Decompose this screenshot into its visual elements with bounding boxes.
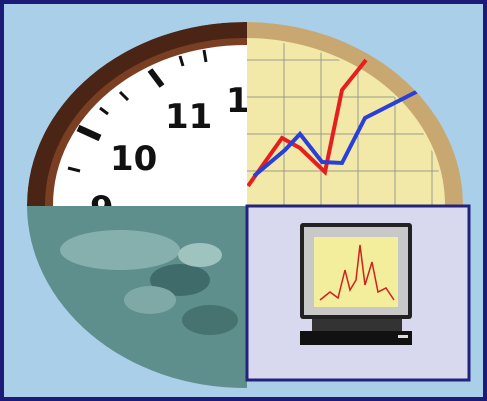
clock-numeral: 1	[226, 81, 250, 121]
monitor	[300, 223, 412, 345]
blue-line	[252, 88, 421, 178]
clock-face	[53, 45, 247, 206]
clock-ticks	[67, 49, 208, 173]
red-line	[247, 58, 368, 188]
clock-numeral: 10	[110, 139, 157, 179]
clock-numeral: 11	[165, 97, 212, 137]
chart-face	[247, 38, 445, 206]
clock-numeral: 9	[90, 189, 114, 229]
